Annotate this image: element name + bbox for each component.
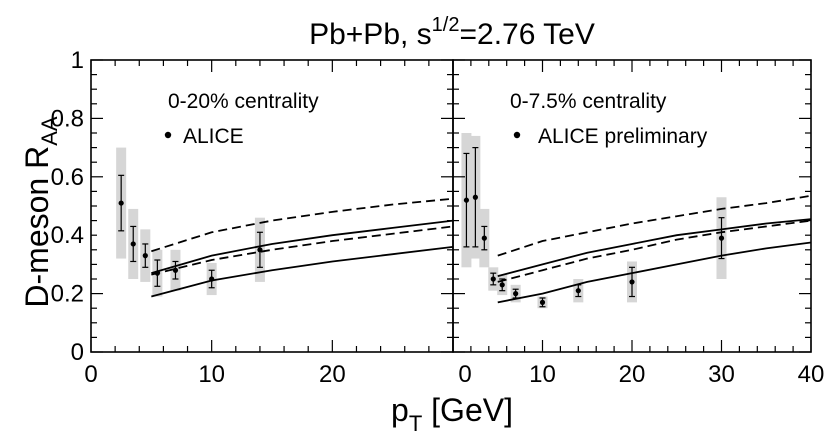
y-axis-label-sub: AA <box>37 116 62 146</box>
model-curve-lower-dashed <box>151 225 454 276</box>
x-axis-label: pT [GeV] <box>391 392 513 434</box>
left-data-points <box>118 174 263 289</box>
x-tick-label: 0 <box>458 361 471 388</box>
data-marker <box>463 197 470 203</box>
data-point <box>472 147 479 248</box>
y-tick-label: 0.2 <box>51 281 84 308</box>
data-point <box>463 152 470 248</box>
x-tick-label: 40 <box>798 361 825 388</box>
data-marker <box>575 288 581 294</box>
left-centrality-label: 0-20% centrality <box>168 90 319 113</box>
model-curve-lower-solid <box>497 241 812 304</box>
data-marker <box>209 276 215 282</box>
model-curve-lower-solid <box>151 245 454 298</box>
left-legend-label: ALICE <box>183 125 244 148</box>
y-tick-label: 0.8 <box>51 105 84 132</box>
data-marker <box>142 253 148 259</box>
data-point <box>481 225 488 251</box>
model-curve-upper-dashed <box>497 194 812 257</box>
data-marker <box>499 282 505 288</box>
data-marker <box>118 200 124 206</box>
data-marker <box>481 235 487 241</box>
y-tick-label: 0.4 <box>51 222 84 249</box>
data-marker <box>472 194 478 200</box>
data-point <box>154 259 161 287</box>
data-point <box>575 284 582 298</box>
x-tick-label: 30 <box>708 361 735 388</box>
data-marker <box>490 276 496 282</box>
y-tick-label: 0.6 <box>51 164 84 191</box>
left-model-curves <box>151 197 454 298</box>
right-legend-label: ALICE preliminary <box>538 125 708 148</box>
data-marker <box>718 235 725 241</box>
chart-title-rest: =2.76 TeV <box>459 18 594 51</box>
x-tick-label: 10 <box>198 361 225 388</box>
x-tick-label: 10 <box>529 361 556 388</box>
data-point <box>490 272 497 286</box>
right-data-points <box>463 147 725 308</box>
data-marker <box>154 270 160 276</box>
model-curve-lower-dashed <box>497 219 812 283</box>
y-axis-label-base: D-meson R <box>19 146 55 308</box>
data-marker <box>513 291 519 297</box>
data-marker <box>629 279 635 285</box>
model-curve-upper-solid <box>497 218 812 277</box>
data-marker <box>257 247 263 253</box>
y-tick-label: 1 <box>71 47 84 74</box>
data-point <box>208 269 215 289</box>
data-marker <box>539 299 546 305</box>
right-model-curves <box>497 194 812 304</box>
data-point <box>130 225 137 263</box>
right-centrality-label: 0-7.5% centrality <box>510 90 667 113</box>
x-axis-label-sub: T <box>409 411 422 434</box>
data-point <box>142 243 149 268</box>
data-marker <box>130 241 136 247</box>
model-curve-upper-dashed <box>151 197 454 253</box>
data-point <box>718 217 725 260</box>
x-tick-label: 20 <box>619 361 646 388</box>
model-curve-upper-solid <box>151 219 454 275</box>
data-point <box>499 278 506 292</box>
right-legend-marker <box>513 131 521 139</box>
x-tick-labels: 0 10 20 0 10 20 30 40 <box>84 361 824 388</box>
data-point <box>512 288 519 299</box>
data-point <box>256 231 263 268</box>
y-axis-label: D-meson RAA <box>19 116 62 307</box>
chart-title-base: Pb+Pb, s <box>309 18 432 51</box>
y-tick-label: 0 <box>71 339 84 366</box>
left-panel: 0-20% centrality ALICE <box>90 59 454 353</box>
right-panel: 0-7.5% centrality ALICE preliminary <box>452 59 812 353</box>
data-point <box>629 266 635 298</box>
data-point <box>539 297 546 308</box>
data-point <box>118 174 125 232</box>
y-tick-labels: 0 0.2 0.4 0.6 0.8 1 <box>51 47 84 366</box>
left-legend-marker <box>164 131 172 139</box>
x-tick-label: 0 <box>84 361 97 388</box>
right-frame <box>452 59 812 353</box>
chart-title: Pb+Pb, s1/2=2.76 TeV <box>309 14 595 51</box>
chart-title-sup: 1/2 <box>432 14 460 36</box>
x-tick-label: 20 <box>319 361 346 388</box>
left-sys-boxes <box>116 147 265 297</box>
x-axis-label-base: p <box>391 392 409 428</box>
data-point <box>172 260 179 280</box>
data-marker <box>172 267 179 273</box>
x-axis-label-rest: [GeV] <box>422 392 513 428</box>
